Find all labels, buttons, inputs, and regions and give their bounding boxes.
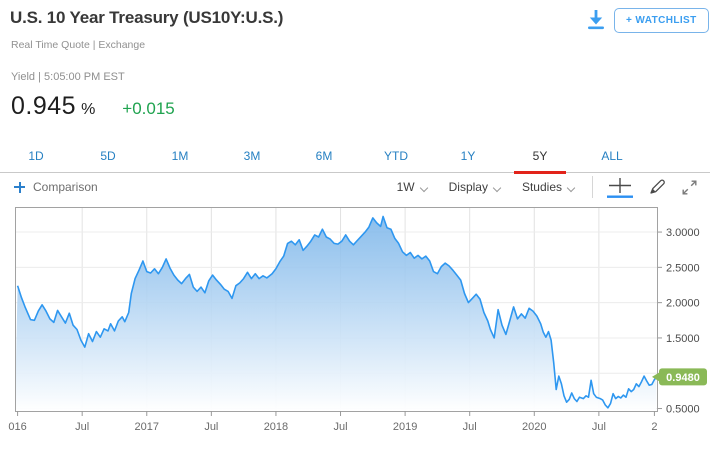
- download-arrow-icon: [588, 10, 604, 30]
- comparison-label: Comparison: [33, 180, 98, 194]
- tab-1m[interactable]: 1M: [171, 149, 189, 163]
- plot-border: [15, 207, 658, 412]
- display-dropdown[interactable]: Display: [448, 180, 502, 194]
- tab-ytd[interactable]: YTD: [384, 149, 408, 163]
- expand-icon: [682, 180, 697, 195]
- interval-label: 1W: [396, 180, 415, 194]
- quote-value: 0.945: [11, 92, 77, 120]
- svg-text:2: 2: [651, 421, 657, 433]
- last-price-badge: 0.9480: [652, 368, 707, 386]
- plus-icon: [14, 181, 25, 193]
- svg-text:0.5000: 0.5000: [666, 404, 700, 416]
- tab-all[interactable]: ALL: [601, 149, 623, 163]
- x-axis: 016 Jul 2017 Jul 2018 Jul 2019 Jul 2020 Jul 2: [8, 411, 657, 433]
- svg-text:016: 016: [8, 421, 26, 433]
- studies-dropdown[interactable]: Studies: [521, 180, 576, 194]
- tab-5d[interactable]: 5D: [100, 149, 116, 163]
- svg-text:2.5000: 2.5000: [666, 262, 700, 274]
- yield-line: [16, 215, 658, 409]
- quote-price-row: 0.945 % +0.015: [11, 92, 175, 121]
- chevron-down-icon: [419, 183, 428, 193]
- page-title: U.S. 10 Year Treasury (US10Y:U.S.): [10, 8, 284, 27]
- svg-text:1.5000: 1.5000: [666, 333, 700, 345]
- download-icon[interactable]: [583, 7, 609, 33]
- chart-toolbar: Comparison 1W Display Studies: [0, 171, 710, 203]
- display-label: Display: [448, 180, 488, 194]
- chevron-down-icon: [492, 183, 502, 193]
- tab-1d[interactable]: 1D: [28, 149, 44, 163]
- interval-dropdown[interactable]: 1W: [396, 180, 428, 194]
- tab-1y[interactable]: 1Y: [460, 149, 476, 163]
- tab-5y[interactable]: 5Y: [504, 143, 576, 172]
- crosshair-icon: [607, 178, 633, 198]
- svg-text:2019: 2019: [393, 421, 417, 433]
- toolbar-divider: [592, 176, 593, 198]
- comparison-button[interactable]: Comparison: [14, 180, 98, 194]
- studies-label: Studies: [521, 180, 562, 194]
- draw-pencil-icon: [650, 179, 665, 194]
- svg-text:2020: 2020: [522, 421, 546, 433]
- quote-subtitle: Real Time Quote | Exchange: [11, 39, 146, 51]
- svg-text:Jul: Jul: [204, 421, 218, 433]
- area-fill: [15, 216, 657, 411]
- svg-text:Jul: Jul: [463, 421, 477, 433]
- quote-meta-line: Yield | 5:05:00 PM EST: [11, 71, 125, 83]
- svg-text:2.0000: 2.0000: [666, 298, 700, 310]
- svg-text:Jul: Jul: [592, 421, 606, 433]
- svg-text:Jul: Jul: [75, 421, 89, 433]
- svg-text:0.9480: 0.9480: [666, 372, 700, 384]
- svg-text:Jul: Jul: [333, 421, 347, 433]
- draw-tool-button[interactable]: [647, 177, 667, 197]
- chart-svg[interactable]: 3.0000 2.5000 2.0000 1.5000 0.5000 016 Jul 2017…: [0, 205, 710, 446]
- tab-6m[interactable]: 6M: [315, 149, 333, 163]
- chevron-down-icon: [566, 183, 576, 193]
- fullscreen-button[interactable]: [681, 179, 698, 196]
- y-axis: 3.0000 2.5000 2.0000 1.5000 0.5000: [658, 227, 700, 416]
- quote-change: +0.015: [122, 99, 175, 118]
- crosshair-tool-button[interactable]: [607, 176, 633, 198]
- svg-text:2018: 2018: [264, 421, 288, 433]
- range-tab-bar: 1D 5D 1M 3M 6M YTD 1Y 5Y ALL: [0, 143, 710, 173]
- svg-text:3.0000: 3.0000: [666, 227, 700, 239]
- quote-unit: %: [81, 101, 96, 118]
- tab-3m[interactable]: 3M: [243, 149, 261, 163]
- price-chart[interactable]: 3.0000 2.5000 2.0000 1.5000 0.5000 016 Jul 2017…: [0, 205, 710, 446]
- add-watchlist-button[interactable]: + WATCHLIST: [614, 8, 709, 33]
- svg-text:2017: 2017: [135, 421, 159, 433]
